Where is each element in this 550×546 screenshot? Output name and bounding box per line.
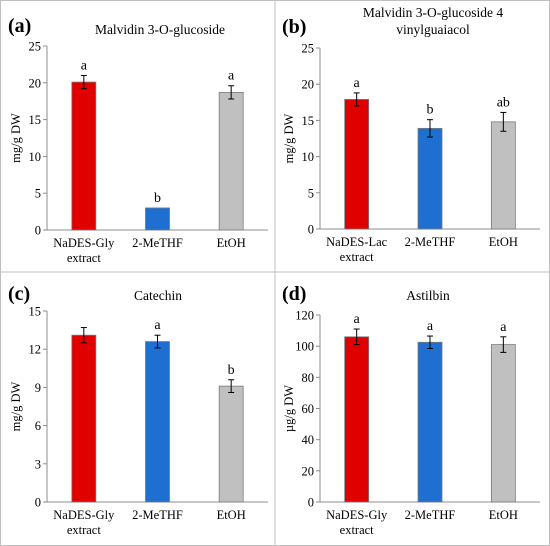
significance-letter: a: [228, 69, 235, 84]
y-tick-label: 25: [302, 42, 315, 56]
y-tick-label: 15: [29, 113, 42, 127]
significance-letter: b: [427, 103, 434, 118]
y-tick-label: 3: [35, 457, 41, 471]
x-category-label: EtOH: [217, 236, 246, 250]
y-tick-label: 20: [302, 464, 315, 478]
y-tick-label: 0: [308, 223, 314, 237]
y-axis-label: mg/g DW: [282, 113, 296, 163]
x-category-label: EtOH: [217, 508, 246, 522]
y-tick-label: 20: [29, 76, 42, 90]
y-axis-label: mg/g DW: [9, 113, 23, 163]
y-tick-label: 9: [35, 381, 41, 395]
y-tick-label: 80: [302, 371, 315, 385]
bar-3: [218, 91, 244, 231]
y-tick-label: 15: [29, 305, 42, 319]
x-category-label: EtOH: [489, 235, 518, 249]
x-category-label: extract: [340, 523, 375, 537]
x-category-label: extract: [67, 523, 102, 537]
y-tick-label: 5: [35, 187, 41, 201]
significance-letter: a: [354, 312, 361, 327]
panel-label: (b): [282, 16, 306, 38]
significance-letter: a: [81, 58, 88, 73]
significance-letter: a: [354, 76, 361, 91]
y-tick-label: 25: [29, 40, 42, 54]
panel-label: (d): [282, 283, 306, 305]
x-category-label: EtOH: [489, 508, 518, 522]
panel-label: (a): [8, 15, 31, 37]
bar-2: [417, 127, 443, 230]
y-tick-label: 40: [302, 433, 315, 447]
y-tick-label: 120: [295, 309, 314, 323]
significance-letter: a: [500, 320, 507, 335]
bar-1: [71, 334, 97, 503]
y-tick-label: 20: [302, 78, 315, 92]
x-category-label: 2-MeTHF: [405, 235, 456, 249]
chart-panel-3: (c) Catechin 0 3 6 9 12 15 mg/g DW NaDES-Glyextra…: [8, 283, 268, 537]
y-tick-label: 10: [302, 150, 315, 164]
bar-3: [490, 344, 516, 503]
chart-title: vinylguaiacol: [396, 22, 470, 37]
chart-title: Astilbin: [406, 288, 450, 303]
y-tick-label: 6: [35, 419, 41, 433]
bar-1: [344, 99, 370, 230]
x-category-label: 2-MeTHF: [132, 508, 183, 522]
chart-title: Malvidin 3-O-glucoside: [95, 22, 225, 37]
x-category-label: extract: [340, 250, 375, 264]
y-tick-label: 0: [35, 496, 41, 510]
y-tick-label: 60: [302, 402, 315, 416]
chart-panel-2: (b) Malvidin 3-O-glucoside 4 vinylguaiacol…: [282, 5, 540, 264]
y-tick-label: 5: [308, 186, 314, 200]
x-category-label: extract: [67, 251, 102, 265]
panel-label: (c): [8, 283, 30, 305]
y-axis-label: µg/g DW: [282, 385, 296, 432]
y-tick-label: 15: [302, 114, 315, 128]
y-tick-label: 0: [308, 496, 314, 510]
significance-letter: b: [228, 363, 235, 378]
significance-letter: b: [154, 191, 161, 206]
bar-1: [71, 81, 97, 231]
bar-2: [145, 341, 170, 503]
y-tick-label: 0: [35, 224, 41, 238]
x-category-label: 2-MeTHF: [132, 236, 183, 250]
y-axis-label: mg/g DW: [9, 381, 23, 431]
x-category-label: NaDES-Lac: [326, 235, 388, 249]
chart-panel-4: (d) Astilbin 0 20 40 60 80 100 120 µg/g DW a NaDES-…: [282, 283, 540, 537]
chart-title: Catechin: [134, 288, 182, 303]
y-tick-label: 12: [29, 343, 42, 357]
x-category-label: NaDES-Gly: [53, 508, 115, 522]
significance-letter: a: [154, 318, 161, 333]
chart-panel-1: (a) Malvidin 3-O-glucoside 0 5 10 15 20 25 mg/g …: [8, 15, 268, 265]
bar-3: [490, 121, 516, 230]
bar-2: [417, 341, 443, 503]
x-category-label: 2-MeTHF: [405, 508, 456, 522]
chart-title: Malvidin 3-O-glucoside 4: [363, 5, 503, 20]
significance-letter: ab: [497, 95, 510, 110]
significance-letter: a: [427, 319, 434, 334]
bar-2: [145, 207, 170, 231]
x-category-label: NaDES-Gly: [326, 508, 388, 522]
y-tick-label: 100: [295, 340, 314, 354]
bar-3: [218, 385, 244, 503]
y-tick-label: 10: [29, 150, 42, 164]
bar-1: [344, 336, 370, 503]
x-category-label: NaDES-Gly: [53, 236, 115, 250]
